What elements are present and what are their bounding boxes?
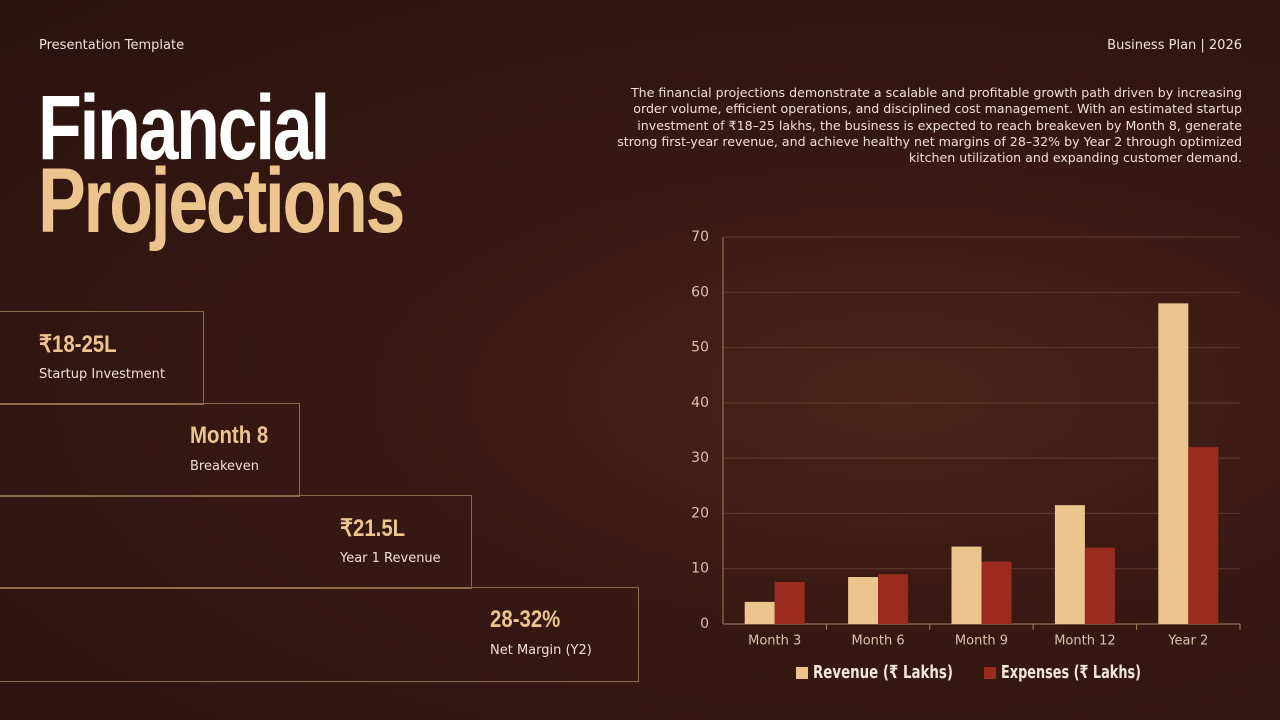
title-line: Projections <box>38 150 405 252</box>
header-left: Presentation Template <box>39 38 185 53</box>
stat-value: ₹21.5L <box>340 515 406 542</box>
y-tick-label: 0 <box>700 616 709 632</box>
stat-box <box>0 587 639 682</box>
y-tick-label: 10 <box>691 561 709 577</box>
y-tick-label: 70 <box>691 229 709 245</box>
stat-box <box>0 495 472 589</box>
legend-swatch <box>796 667 808 679</box>
y-tick-label: 60 <box>691 284 709 300</box>
x-tick-label: Month 3 <box>748 634 801 649</box>
bar <box>848 577 879 624</box>
description: The financial projections demonstrate a … <box>617 85 1242 166</box>
stat-label: Breakeven <box>190 459 259 474</box>
x-tick-label: Month 6 <box>852 634 905 649</box>
title-line: Financial <box>38 77 330 179</box>
bar <box>1158 303 1189 624</box>
stat-label: Net Margin (Y2) <box>490 643 592 658</box>
stat-label: Year 1 Revenue <box>340 551 441 566</box>
legend-label: Revenue (₹ Lakhs) <box>813 662 953 683</box>
y-tick-label: 30 <box>691 450 709 466</box>
y-tick-label: 40 <box>691 395 709 411</box>
bar <box>951 546 982 624</box>
header-right: Business Plan | 2026 <box>1107 38 1242 53</box>
stat-value: Month 8 <box>190 422 269 449</box>
x-tick-label: Year 2 <box>1167 634 1208 649</box>
legend-label: Expenses (₹ Lakhs) <box>1001 662 1141 683</box>
bar <box>981 561 1012 624</box>
bar <box>1084 547 1115 624</box>
stat-box <box>0 403 300 497</box>
bar <box>774 581 805 624</box>
stat-value: 28-32% <box>490 606 561 633</box>
bar <box>744 601 775 624</box>
bar <box>878 574 909 624</box>
bar <box>1188 447 1219 624</box>
x-tick-label: Month 9 <box>955 634 1008 649</box>
stat-label: Startup Investment <box>39 367 166 382</box>
bar <box>1054 505 1085 624</box>
legend-swatch <box>984 667 996 679</box>
stat-box <box>0 311 204 405</box>
stat-value: ₹18-25L <box>39 331 117 358</box>
y-tick-label: 20 <box>691 505 709 521</box>
x-tick-label: Month 12 <box>1054 634 1115 649</box>
y-tick-label: 50 <box>691 340 709 356</box>
